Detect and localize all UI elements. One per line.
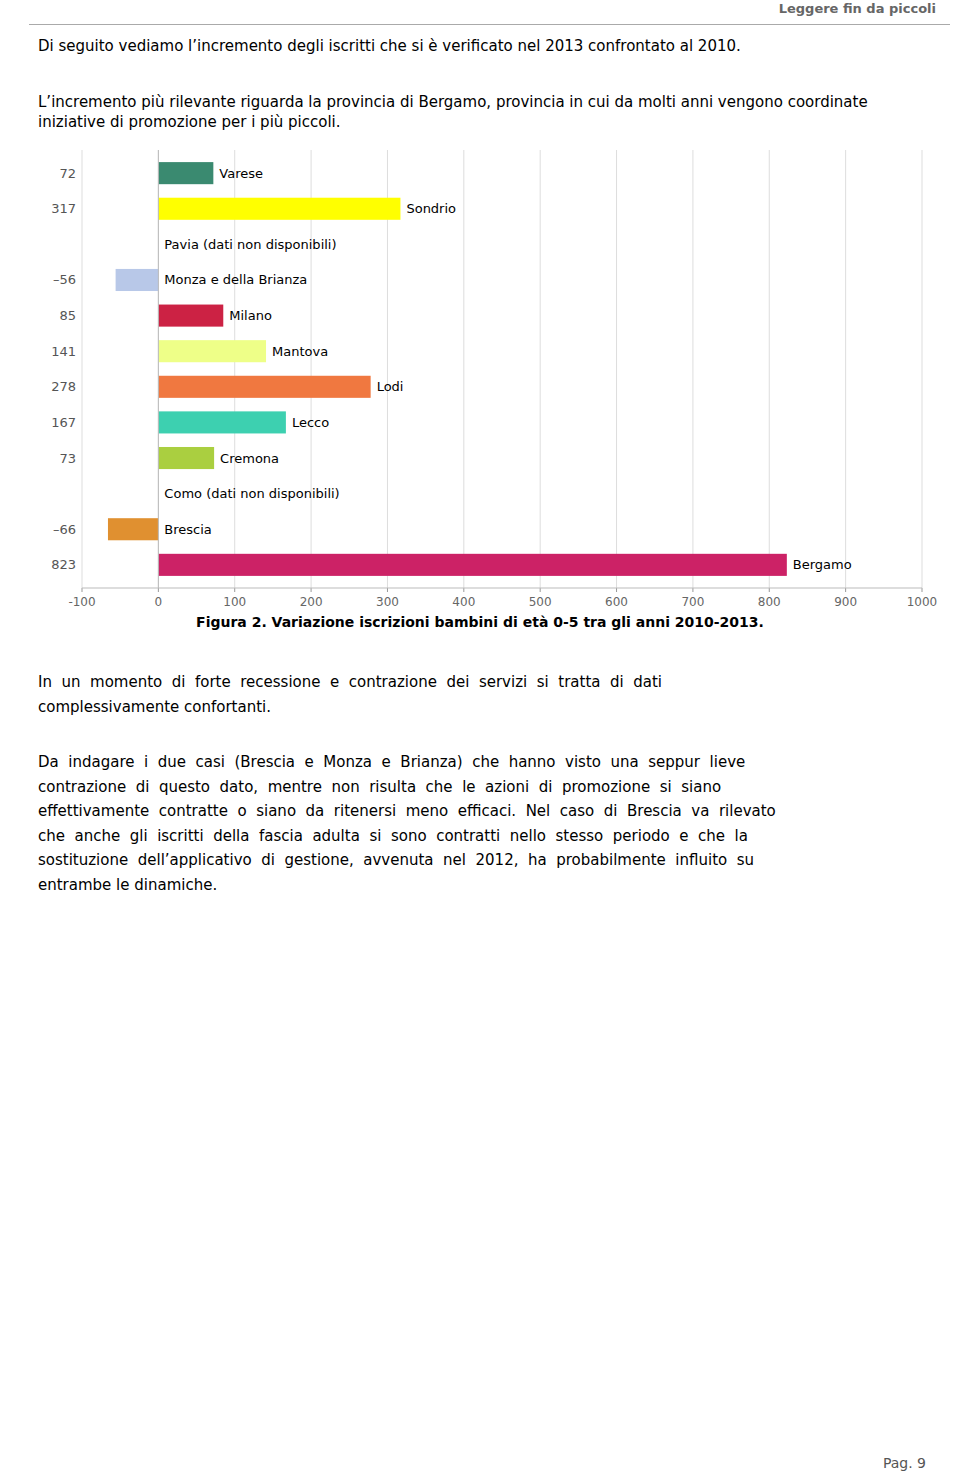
x-tick — [922, 588, 923, 592]
intro-text: L’incremento più rilevante riguarda la p… — [38, 92, 922, 132]
category-label: Monza e della Brianza — [164, 272, 307, 287]
category-label: Varese — [219, 166, 263, 181]
grid — [82, 150, 922, 588]
grid-line — [922, 150, 923, 588]
body-text: che anche gli iscritti della fascia adul… — [38, 826, 748, 846]
body-text: contrazione di questo dato, mentre non r… — [38, 777, 721, 797]
value-label: 85 — [59, 308, 76, 323]
x-tick — [387, 588, 388, 592]
bar — [158, 340, 266, 362]
bar — [158, 305, 223, 327]
zero-line — [158, 150, 159, 588]
header-rule — [29, 24, 950, 25]
x-tick-label: 400 — [452, 595, 475, 609]
x-tick — [234, 588, 235, 592]
body-text: complessivamente confortanti. — [38, 697, 271, 717]
grid-line — [463, 150, 464, 588]
x-tick-label: 200 — [300, 595, 323, 609]
category-label: Pavia (dati non disponibili) — [164, 237, 336, 252]
body-text: entrambe le dinamiche. — [38, 875, 217, 895]
category-label: Cremona — [220, 451, 279, 466]
chart-title: Figura 2. Variazione iscrizioni bambini … — [0, 614, 960, 630]
x-tick-label: 900 — [834, 595, 857, 609]
grid-line — [616, 150, 617, 588]
category-label: Como (dati non disponibili) — [164, 486, 339, 501]
category-label: Sondrio — [406, 201, 456, 216]
x-tick — [769, 588, 770, 592]
value-label: –66 — [53, 522, 76, 537]
x-tick-label: 700 — [681, 595, 704, 609]
category-label: Bergamo — [793, 557, 852, 572]
value-label: 317 — [51, 201, 76, 216]
body-text: In un momento di forte recessione e cont… — [38, 672, 662, 692]
labels: 72 Varese 317 Sondrio Pavia (dati non dispon… — [51, 166, 852, 573]
chart: -100 0 100 200 300 400 500 600 700 800 900 1000 72 Va… — [0, 150, 960, 620]
category-label: Brescia — [164, 522, 211, 537]
header-text: Leggere fin da piccoli — [779, 1, 936, 16]
grid-line — [82, 150, 83, 588]
category-label: Lodi — [377, 379, 404, 394]
category-label: Mantova — [272, 344, 328, 359]
value-label: 141 — [51, 344, 76, 359]
bar — [158, 447, 214, 469]
page-number: Pag. 9 — [883, 1455, 926, 1471]
x-tick — [540, 588, 541, 592]
bar — [158, 411, 286, 433]
x-tick — [692, 588, 693, 592]
bar — [158, 162, 213, 184]
grid-line — [692, 150, 693, 588]
bars — [108, 162, 787, 576]
x-tick — [311, 588, 312, 592]
x-tick — [158, 588, 159, 592]
x-tick — [845, 588, 846, 592]
bar — [108, 518, 158, 540]
x-tick-label: -100 — [68, 595, 95, 609]
value-label: 72 — [59, 166, 76, 181]
body-text: effettivamente contratte o siano da rite… — [38, 801, 776, 821]
x-tick — [463, 588, 464, 592]
x-tick-label: 100 — [223, 595, 246, 609]
x-tick — [82, 588, 83, 592]
bar — [116, 269, 159, 291]
x-tick-label: 300 — [376, 595, 399, 609]
x-tick-label: 0 — [155, 595, 163, 609]
value-label: 73 — [59, 451, 76, 466]
x-tick-label: 600 — [605, 595, 628, 609]
grid-line — [540, 150, 541, 588]
value-label: 167 — [51, 415, 76, 430]
category-label: Lecco — [292, 415, 329, 430]
bar — [158, 376, 370, 398]
body-text: Da indagare i due casi (Brescia e Monza … — [38, 752, 745, 772]
value-label: 278 — [51, 379, 76, 394]
bar — [158, 554, 786, 576]
grid-line — [845, 150, 846, 588]
bar — [158, 198, 400, 220]
x-axis — [82, 588, 922, 589]
x-tick-label: 500 — [529, 595, 552, 609]
value-label: –56 — [53, 272, 76, 287]
body-text: sostituzione dell’applicativo di gestion… — [38, 850, 754, 870]
category-label: Milano — [229, 308, 272, 323]
x-tick — [616, 588, 617, 592]
value-label: 823 — [51, 557, 76, 572]
grid-line — [769, 150, 770, 588]
intro-text: Di seguito vediamo l’incremento degli is… — [38, 36, 922, 56]
x-tick-label: 1000 — [907, 595, 938, 609]
x-tick-label: 800 — [758, 595, 781, 609]
grid-line — [158, 150, 159, 588]
